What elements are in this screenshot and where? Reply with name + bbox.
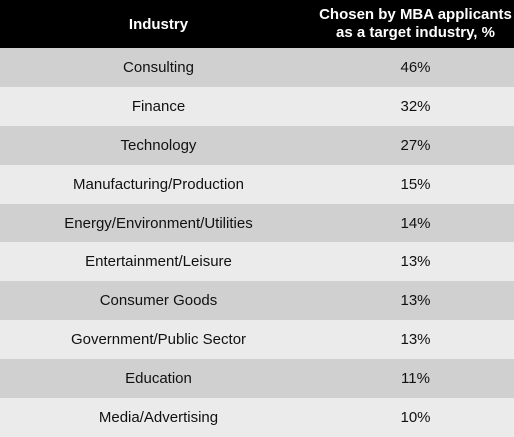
- table-row: Consumer Goods 13%: [0, 281, 514, 321]
- table-row: Finance 32%: [0, 86, 514, 126]
- industry-cell: Media/Advertising: [98, 408, 219, 426]
- industry-cell: Education: [125, 370, 192, 388]
- industry-cell: Entertainment/Leisure: [85, 253, 232, 271]
- percent-cell: 32%: [400, 97, 431, 115]
- table-row: Technology 27%: [0, 125, 514, 165]
- industry-cell: Finance: [131, 97, 186, 115]
- percent-cell: 13%: [400, 253, 431, 271]
- industry-cell: Government/Public Sector: [70, 331, 247, 349]
- header-percent: Chosen by MBA applicants as a target ind…: [317, 0, 514, 48]
- header-percent-line2: as a target industry, %: [336, 24, 495, 41]
- percent-cell: 27%: [400, 136, 431, 154]
- percent-cell: 14%: [400, 214, 431, 232]
- industry-cell: Consumer Goods: [99, 292, 218, 310]
- industry-cell: Technology: [120, 136, 197, 154]
- percent-cell: 10%: [400, 408, 431, 426]
- table-row: Energy/Environment/Utilities 14%: [0, 203, 514, 243]
- table-row: Government/Public Sector 13%: [0, 320, 514, 360]
- table-row: Entertainment/Leisure 13%: [0, 242, 514, 282]
- industry-cell: Manufacturing/Production: [73, 175, 244, 193]
- percent-cell: 46%: [400, 58, 431, 76]
- percent-cell: 13%: [400, 292, 431, 310]
- table-row: Consulting 46%: [0, 48, 514, 87]
- table-row: Media/Advertising 10%: [0, 398, 514, 437]
- header-industry: Industry: [128, 15, 189, 33]
- percent-cell: 11%: [401, 370, 430, 388]
- percent-cell: 15%: [400, 175, 431, 193]
- table-row: Manufacturing/Production 15%: [0, 164, 514, 204]
- table-header: Industry Chosen by MBA applicants as a t…: [0, 0, 514, 48]
- percent-cell: 13%: [400, 331, 431, 349]
- table-body: Consulting 46% Finance 32% Technology 27% Manu…: [0, 48, 514, 437]
- industry-cell: Energy/Environment/Utilities: [64, 214, 253, 232]
- header-percent-line1: Chosen by MBA applicants: [319, 6, 512, 23]
- table-row: Education 11%: [0, 359, 514, 399]
- industry-cell: Consulting: [123, 58, 194, 76]
